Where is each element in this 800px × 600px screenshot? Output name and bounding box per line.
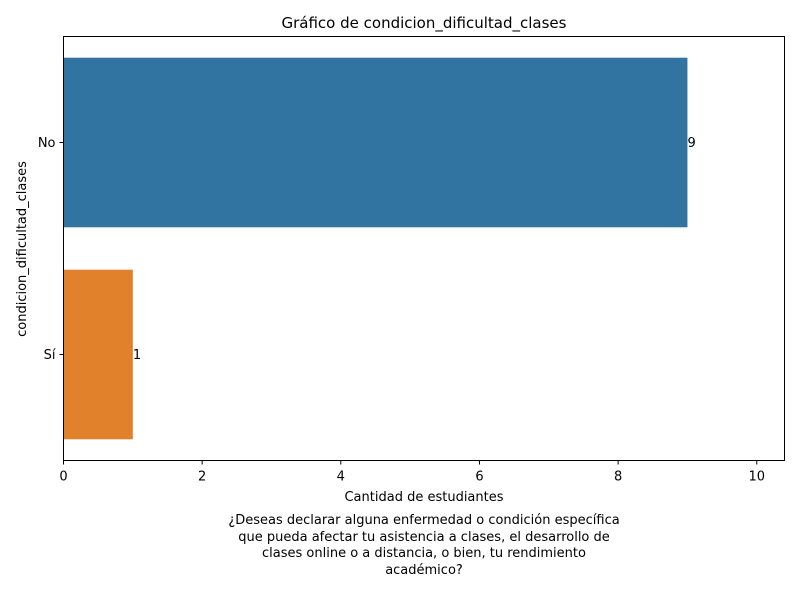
y-axis-label: condicion_dificultad_clases — [15, 161, 30, 337]
question-caption: ¿Deseas declarar alguna enfermedad o con… — [180, 513, 668, 579]
chart-title: Gráfico de condicion_dificultad_clases — [282, 14, 567, 33]
x-tick-label: 10 — [748, 470, 765, 485]
x-tick-label: 2 — [198, 470, 206, 485]
x-tick-label: 8 — [614, 470, 622, 485]
bar-1 — [63, 269, 133, 440]
y-tick-label: Sí — [44, 348, 56, 363]
bar-value-label: 9 — [687, 136, 695, 151]
bar-value-label: 1 — [133, 348, 141, 363]
bar-0 — [63, 57, 688, 228]
plot-frame — [63, 36, 785, 461]
y-tick-label: No — [38, 136, 56, 151]
x-axis-label: Cantidad de estudiantes — [344, 490, 503, 505]
caption-line: que pueda afectar tu asistencia a clases… — [238, 529, 610, 545]
caption-line: clases online o a distancia, o bien, tu … — [262, 546, 586, 561]
x-tick-label: 4 — [337, 470, 345, 485]
caption-line: académico? — [385, 562, 463, 578]
x-tick-label: 0 — [59, 470, 67, 485]
x-tick-label: 6 — [475, 470, 483, 485]
caption-line: ¿Deseas declarar alguna enfermedad o con… — [228, 513, 620, 528]
